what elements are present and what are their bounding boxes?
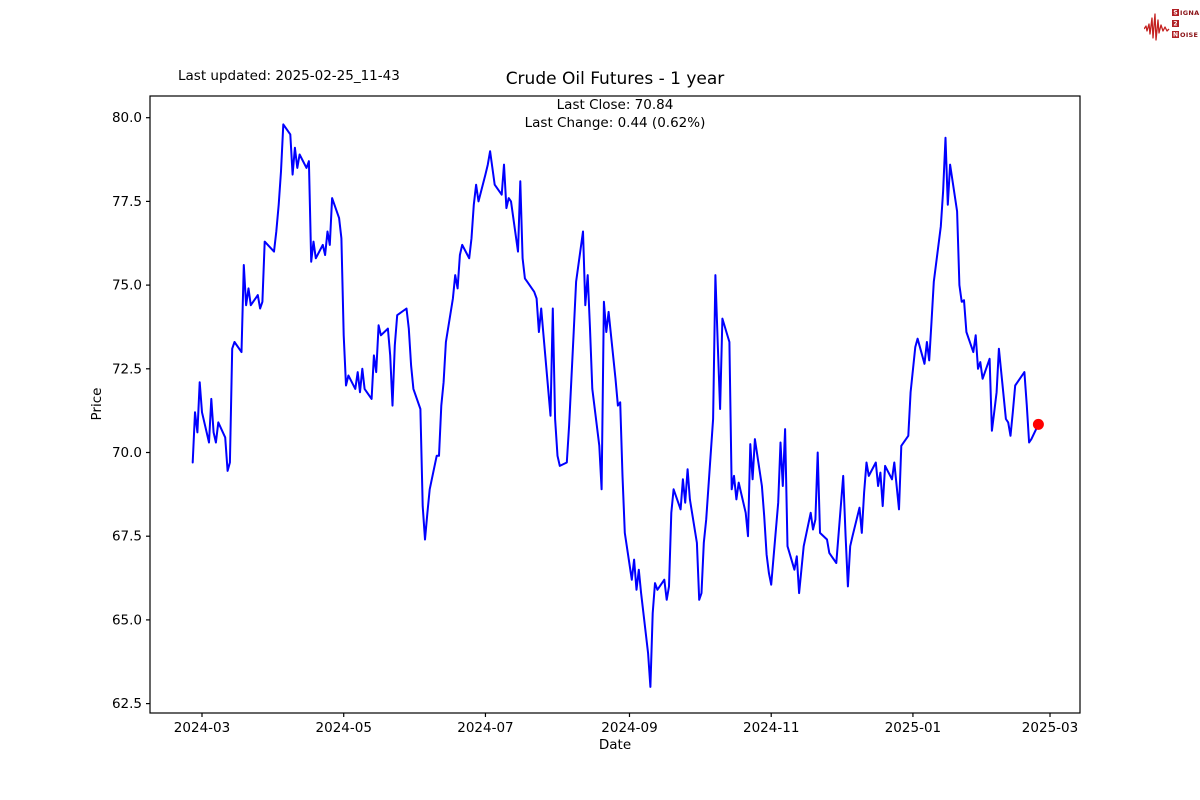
logo-row-2: 2 bbox=[1172, 20, 1179, 28]
waveform-icon bbox=[1144, 13, 1170, 41]
x-tick-label: 2024-07 bbox=[457, 720, 513, 736]
last-close-annotation: Last Close: 70.84 bbox=[556, 97, 674, 113]
y-tick-label: 65.0 bbox=[112, 612, 142, 628]
y-tick-label: 77.5 bbox=[112, 194, 142, 210]
y-tick-label: 67.5 bbox=[112, 529, 142, 545]
last-updated-text: Last updated: 2025-02-25_11-43 bbox=[178, 68, 400, 84]
x-tick-label: 2024-03 bbox=[174, 720, 230, 736]
chart-title: Crude Oil Futures - 1 year bbox=[505, 69, 725, 89]
x-tick-label: 2024-09 bbox=[601, 720, 657, 736]
y-tick-label: 72.5 bbox=[112, 361, 142, 377]
price-line bbox=[191, 123, 1040, 688]
x-tick-label: 2025-01 bbox=[885, 720, 941, 736]
logo-text-signal: IGNAL bbox=[1180, 9, 1200, 17]
logo-text-noise: OISE bbox=[1180, 31, 1198, 39]
y-tick-label: 75.0 bbox=[112, 278, 142, 294]
plot-frame bbox=[149, 95, 1081, 714]
signal2noise-logo: S IGNAL 2 N OISE bbox=[1144, 9, 1200, 41]
x-tick-label: 2024-05 bbox=[316, 720, 372, 736]
last-price-marker bbox=[1032, 418, 1044, 430]
logo-row-noise: N OISE bbox=[1172, 31, 1198, 39]
x-tick-label: 2024-11 bbox=[743, 720, 799, 736]
axes-frame bbox=[149, 95, 1081, 714]
y-tick-label: 62.5 bbox=[112, 696, 142, 712]
logo-initial-s: S bbox=[1173, 10, 1177, 17]
price-line-group bbox=[191, 123, 1044, 688]
y-tick-label: 80.0 bbox=[112, 110, 142, 126]
x-axis: 2024-03 2024-05 2024-07 2024-09 2024-11 2025-… bbox=[174, 713, 1078, 736]
x-axis-label: Date bbox=[598, 737, 632, 753]
logo-row-signal: S IGNAL bbox=[1172, 9, 1200, 17]
logo-initial-n: N bbox=[1173, 32, 1178, 39]
last-change-annotation: Last Change: 0.44 (0.62%) bbox=[524, 115, 706, 131]
logo-initial-2: 2 bbox=[1173, 21, 1177, 28]
x-tick-label: 2025-03 bbox=[1022, 720, 1078, 736]
y-axis: 62.5 65.0 67.5 70.0 72.5 75.0 77.5 80.0 bbox=[112, 110, 150, 712]
y-tick-label: 70.0 bbox=[112, 445, 142, 461]
